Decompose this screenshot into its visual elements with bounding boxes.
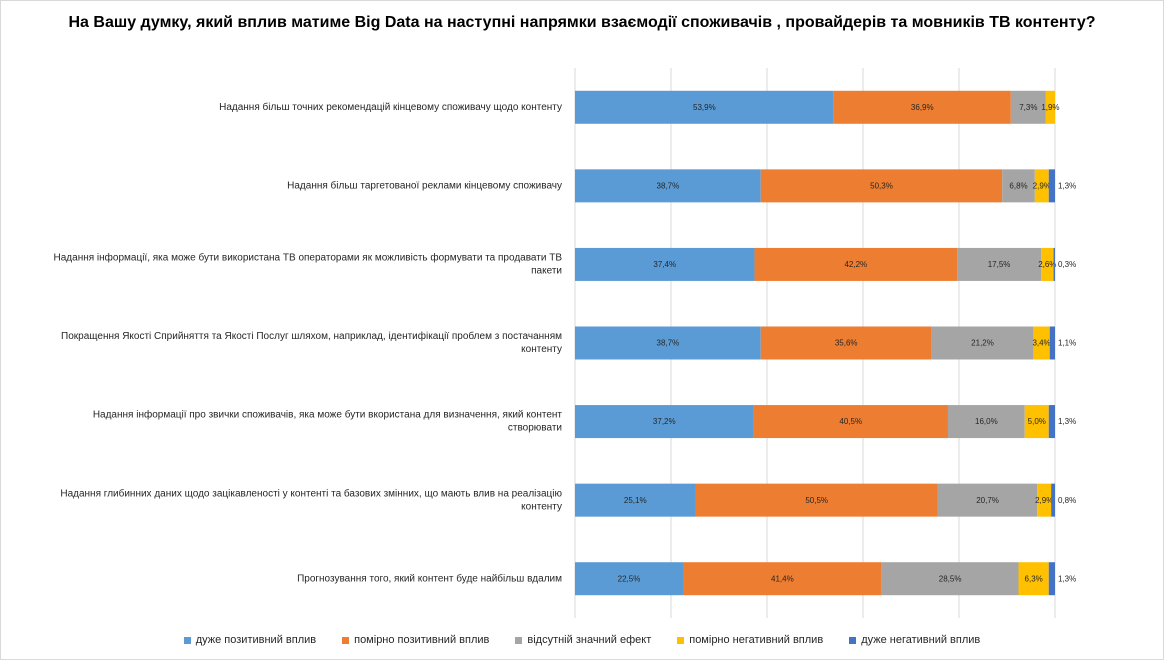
category-label: створювати <box>508 423 562 434</box>
category-label: Покращення Якості Сприйняття та Якості П… <box>61 330 562 342</box>
bar-segment <box>1041 247 1054 281</box>
bar-segment <box>1053 247 1055 281</box>
bar-segment <box>1024 405 1049 439</box>
bar-segment <box>1002 169 1035 203</box>
bar-segment <box>881 562 1019 596</box>
bar-segment <box>1010 90 1046 124</box>
bar-segment <box>760 169 1003 203</box>
data-label: 37,4% <box>653 260 676 269</box>
data-label: 22,5% <box>618 574 641 583</box>
data-label: 5,0% <box>1028 417 1046 426</box>
legend-item: помірно позитивний вплив <box>342 634 489 646</box>
data-label: 1,9% <box>1041 103 1059 112</box>
category-label: Прогнозування того, який контент буде на… <box>297 572 562 584</box>
bar-segment <box>1048 405 1055 439</box>
chart-title: На Вашу думку, який вплив матиме Big Dat… <box>68 14 1096 31</box>
data-label: 50,3% <box>870 181 893 190</box>
bar-segment <box>695 483 938 517</box>
bar-segment <box>753 405 948 439</box>
legend-item: дуже негативний вплив <box>849 634 980 646</box>
legend-item: помірно негативний вплив <box>677 634 823 646</box>
data-label: 16,0% <box>975 417 998 426</box>
bar-segment <box>683 562 882 596</box>
data-label: 41,4% <box>771 574 794 583</box>
data-label: 20,7% <box>976 496 999 505</box>
data-label: 35,6% <box>835 339 858 348</box>
bar-segment <box>957 247 1042 281</box>
bar-segment <box>575 405 754 439</box>
data-label: 1,3% <box>1058 417 1076 426</box>
bar-segment <box>575 483 696 517</box>
data-label: 6,8% <box>1009 181 1027 190</box>
data-label: 1,3% <box>1058 181 1076 190</box>
legend-item: відсутній значний ефект <box>515 634 651 646</box>
bar-segment <box>937 483 1038 517</box>
bar-segment <box>1018 562 1049 596</box>
legend-swatch <box>183 636 191 644</box>
bar-segment <box>575 247 755 281</box>
category-label: контенту <box>521 344 562 355</box>
bar-segment <box>1033 326 1050 360</box>
bar-segment <box>1051 483 1055 517</box>
data-label: 40,5% <box>839 417 862 426</box>
legend-item: дуже позитивний вплив <box>183 634 317 646</box>
data-label: 42,2% <box>844 260 867 269</box>
legend-label: дуже негативний вплив <box>861 634 981 646</box>
data-label: 38,7% <box>657 181 680 190</box>
category-label: Надання інформації про звички споживачів… <box>93 409 563 421</box>
data-label: 0,8% <box>1058 496 1076 505</box>
legend-swatch <box>849 636 857 644</box>
bar-segment <box>1049 326 1055 360</box>
bar-segment <box>1037 483 1052 517</box>
data-label: 2,9% <box>1033 181 1051 190</box>
chart-legend: дуже позитивний вплив помірно позитивний … <box>0 634 1164 646</box>
bar-segment <box>931 326 1034 360</box>
legend-swatch <box>342 636 350 644</box>
bar-segment <box>754 247 958 281</box>
bar-segment <box>575 90 834 124</box>
data-label: 38,7% <box>657 339 680 348</box>
bar-segment <box>575 562 683 596</box>
bar-segment <box>1048 562 1055 596</box>
bar-segment <box>1045 90 1055 124</box>
legend-swatch <box>515 636 523 644</box>
data-label: 50,5% <box>805 496 828 505</box>
bar-segment <box>760 326 932 360</box>
bar-segment <box>947 405 1025 439</box>
data-label: 53,9% <box>693 103 716 112</box>
data-label: 28,5% <box>939 574 962 583</box>
bar-segment <box>1048 169 1055 203</box>
data-label: 17,5% <box>988 260 1011 269</box>
data-label: 7,3% <box>1019 103 1037 112</box>
legend-label: помірно негативний вплив <box>689 634 824 646</box>
data-label: 25,1% <box>624 496 647 505</box>
legend-label: помірно позитивний вплив <box>354 634 490 646</box>
bar-segment <box>1034 169 1049 203</box>
bar-segment <box>575 169 761 203</box>
data-label: 2,6% <box>1038 260 1056 269</box>
bar-chart: Надання більш точних рекомендацій кінцев… <box>54 68 1076 618</box>
data-label: 6,3% <box>1025 574 1043 583</box>
legend-swatch <box>677 636 685 644</box>
bar-segment <box>833 90 1011 124</box>
data-label: 3,4% <box>1032 339 1050 348</box>
data-label: 36,9% <box>911 103 934 112</box>
category-label: Надання інформації, яка може бути викори… <box>54 252 563 264</box>
legend-label: відсутній значний ефект <box>527 634 652 646</box>
legend-label: дуже позитивний вплив <box>195 634 317 646</box>
data-label: 0,3% <box>1058 260 1076 269</box>
bar-segment <box>575 326 761 360</box>
category-label: Надання більш таргетованої реклами кінце… <box>287 179 562 191</box>
data-label: 1,3% <box>1058 574 1076 583</box>
data-label: 37,2% <box>653 417 676 426</box>
data-label: 2,9% <box>1035 496 1053 505</box>
category-label: Надання глибинних даних щодо зацікавлено… <box>60 487 562 499</box>
category-label: Надання більш точних рекомендацій кінцев… <box>219 101 562 113</box>
category-label: контенту <box>521 501 562 512</box>
data-label: 1,1% <box>1058 339 1076 348</box>
data-label: 21,2% <box>971 339 994 348</box>
category-label: пакети <box>531 266 562 277</box>
